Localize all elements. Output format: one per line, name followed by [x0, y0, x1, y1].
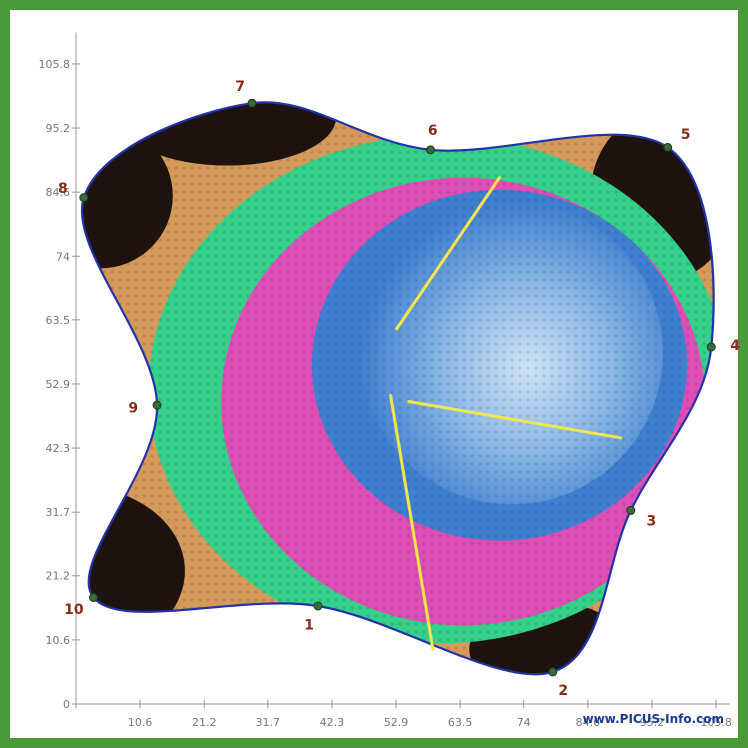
sensor-vector	[407, 400, 622, 440]
tomogram-map	[81, 102, 714, 675]
point-label: 10	[64, 602, 84, 618]
y-tick-label: 31.7	[46, 506, 71, 519]
sensor-vector	[395, 176, 501, 331]
point-label: 5	[681, 127, 691, 143]
measurement-point	[706, 342, 716, 352]
measurement-point	[152, 400, 162, 410]
measurement-point	[247, 98, 257, 108]
x-tick-label: 52.9	[384, 716, 409, 729]
point-label: 4	[730, 338, 740, 354]
tomogram-plot: 10.6 21.2 31.7 42.3 52.9 63.5 74 84.6 95.2 105.80…	[39, 32, 740, 729]
measurement-point	[548, 667, 558, 677]
x-tick-label: 42.3	[320, 716, 345, 729]
point-label: 3	[647, 514, 657, 530]
measurement-point	[79, 193, 89, 203]
x-tick-label: 31.7	[256, 716, 281, 729]
y-tick-label: 42.3	[46, 442, 71, 455]
y-tick-label: 95.2	[46, 122, 71, 135]
y-tick-label: 105.8	[39, 58, 71, 71]
y-tick-label: 0	[63, 698, 70, 711]
measurement-point	[626, 505, 636, 515]
x-tick-label: 84.6	[576, 716, 601, 729]
y-tick-label: 84.6	[46, 186, 71, 199]
axes: 10.6 21.2 31.7 42.3 52.9 63.5 74 84.6 95.2 105.8 0…	[39, 32, 732, 729]
x-tick-label: 95.2	[640, 716, 665, 729]
x-tick-label: 105.8	[700, 716, 732, 729]
sensor-vector	[389, 393, 435, 652]
x-tick-label: 21.2	[192, 716, 217, 729]
y-tick-label: 10.6	[46, 634, 71, 647]
measurement-point	[663, 142, 673, 152]
y-tick-label: 52.9	[46, 378, 71, 391]
point-label: 2	[558, 683, 568, 699]
point-label: 8	[58, 181, 68, 197]
measurement-point	[89, 593, 99, 603]
point-label: 6	[428, 123, 438, 139]
y-tick-label: 74	[56, 250, 70, 263]
mesh-texture	[82, 102, 714, 675]
point-label: 7	[235, 79, 245, 95]
sensor-vectors	[389, 176, 622, 652]
x-tick-label: 63.5	[448, 716, 473, 729]
x-tick-label: 74	[517, 716, 531, 729]
point-label: 1	[304, 618, 314, 634]
x-tick-label: 10.6	[128, 716, 153, 729]
measurement-point	[426, 145, 436, 155]
credit-text: www.PICUS-Info.com	[582, 712, 724, 726]
y-tick-label: 63.5	[46, 314, 71, 327]
y-tick-label: 21.2	[46, 570, 71, 583]
measurement-points: 1 2 3 4 5 6 7 8 9 10	[58, 79, 740, 699]
measurement-point	[313, 601, 323, 611]
point-label: 9	[128, 400, 138, 416]
